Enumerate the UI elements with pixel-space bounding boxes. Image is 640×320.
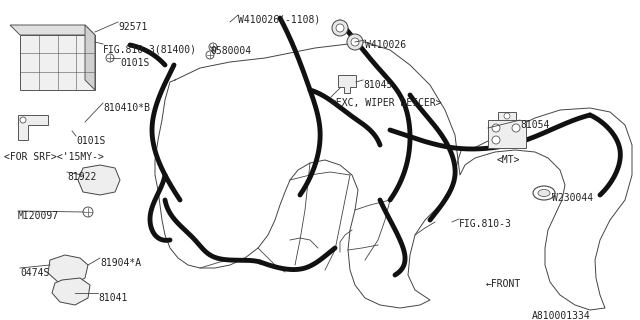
Circle shape [336, 24, 344, 32]
Circle shape [351, 38, 359, 46]
Circle shape [512, 124, 520, 132]
Polygon shape [338, 75, 356, 93]
Text: 81904*A: 81904*A [100, 258, 141, 268]
Text: 0580004: 0580004 [210, 46, 251, 56]
Text: FIG.810-3(81400): FIG.810-3(81400) [103, 44, 197, 54]
Text: W410026: W410026 [365, 40, 406, 50]
Polygon shape [52, 278, 90, 305]
Circle shape [504, 113, 510, 119]
Circle shape [332, 20, 348, 36]
Text: 810410*B: 810410*B [103, 103, 150, 113]
Text: 92571: 92571 [118, 22, 147, 32]
Text: <MT>: <MT> [497, 155, 520, 165]
Circle shape [209, 43, 217, 51]
Polygon shape [48, 255, 88, 285]
Circle shape [492, 136, 500, 144]
Text: 0101S: 0101S [76, 136, 106, 146]
Polygon shape [78, 165, 120, 195]
Text: 81045: 81045 [363, 80, 392, 90]
Text: ←FRONT: ←FRONT [486, 279, 521, 289]
Text: 0101S: 0101S [120, 58, 149, 68]
Text: W230044: W230044 [552, 193, 593, 203]
Text: FIG.810-3: FIG.810-3 [459, 219, 512, 229]
Text: <FOR SRF><'15MY->: <FOR SRF><'15MY-> [4, 152, 104, 162]
Polygon shape [18, 115, 48, 140]
Circle shape [206, 51, 214, 59]
Polygon shape [498, 112, 516, 120]
Text: MI20097: MI20097 [18, 211, 59, 221]
Text: 81054: 81054 [520, 120, 549, 130]
Text: 81041: 81041 [98, 293, 127, 303]
Ellipse shape [538, 189, 550, 196]
Polygon shape [85, 25, 95, 90]
Circle shape [106, 54, 114, 62]
Text: 0474S: 0474S [20, 268, 49, 278]
Polygon shape [10, 25, 95, 35]
FancyBboxPatch shape [488, 120, 526, 148]
Text: A810001334: A810001334 [532, 311, 591, 320]
Text: W410026(-1108): W410026(-1108) [238, 15, 320, 25]
Circle shape [83, 207, 93, 217]
Text: <EXC, WIPER DEICER>: <EXC, WIPER DEICER> [330, 98, 442, 108]
Circle shape [347, 34, 363, 50]
Polygon shape [20, 35, 95, 90]
Circle shape [20, 117, 26, 123]
Ellipse shape [533, 186, 555, 200]
Text: 81922: 81922 [67, 172, 97, 182]
Circle shape [492, 124, 500, 132]
